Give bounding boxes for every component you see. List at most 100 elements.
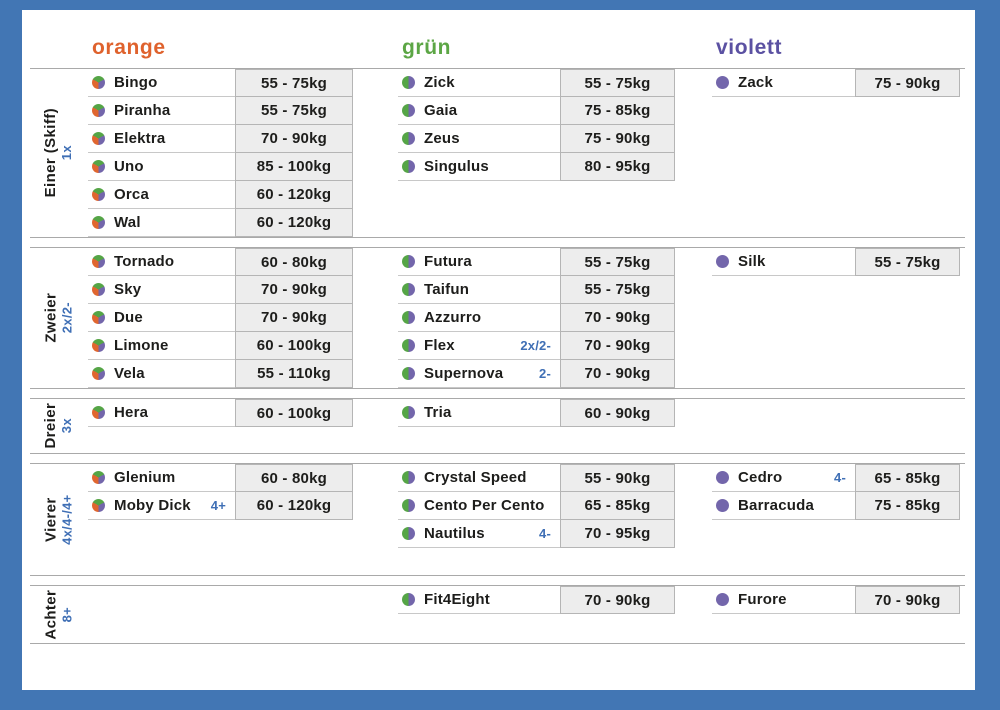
section-label-text: Dreier <box>42 403 60 449</box>
weight-badge: 70 - 90kg <box>235 125 353 153</box>
section-sublabel-text: 4x/4-/4+ <box>59 494 75 545</box>
boat-row: Futura 55 - 75kg <box>398 248 675 276</box>
column-header-gruen: grün <box>398 36 675 68</box>
boat-name-cell: Nautilus 4- <box>398 520 560 548</box>
weight-badge: 70 - 90kg <box>855 586 960 614</box>
boat-row: Uno 85 - 100kg <box>88 153 353 181</box>
boat-name-cell: Azzurro <box>398 304 560 332</box>
boat-row: Cedro 4- 65 - 85kg <box>712 464 960 492</box>
boat-name: Bingo <box>114 74 158 91</box>
column-header-orange: orange <box>88 36 353 68</box>
boat-name-cell: Gaia <box>398 97 560 125</box>
section-sublabel-text: 1x <box>59 145 75 161</box>
boat-name: Uno <box>114 158 144 175</box>
section-label-zweier: Zweier 2x/2- <box>30 248 88 388</box>
green-violet-split-icon <box>402 406 415 419</box>
green-violet-split-icon <box>402 160 415 173</box>
section-dreier: Dreier 3x Hera 60 - 100kg Tria 60 - 90kg <box>30 398 965 454</box>
boat-row: Hera 60 - 100kg <box>88 399 353 427</box>
column-orange-vierer: Glenium 60 - 80kg Moby Dick 4+ 60 - 120kg <box>88 464 353 575</box>
green-violet-split-icon <box>402 76 415 89</box>
boat-name-cell: Sky <box>88 276 235 304</box>
weight-badge: 70 - 90kg <box>235 304 353 332</box>
tri-color-pie-icon <box>92 132 105 145</box>
boat-name: Futura <box>424 253 472 270</box>
boat-name: Gaia <box>424 102 458 119</box>
rigging-note: 2- <box>539 366 551 381</box>
rotated-section-label: Zweier 2x/2- <box>42 293 74 343</box>
boat-row: Piranha 55 - 75kg <box>88 97 353 125</box>
green-violet-split-icon <box>402 527 415 540</box>
boat-row: Wal 60 - 120kg <box>88 209 353 237</box>
boat-name: Orca <box>114 186 149 203</box>
tri-color-pie-icon <box>92 471 105 484</box>
section-label-achter: Achter 8+ <box>30 586 88 643</box>
color-header-row: orange grün violett <box>30 10 965 68</box>
boat-name-cell: Limone <box>88 332 235 360</box>
section-label-text: Zweier <box>42 293 60 343</box>
boat-name: Furore <box>738 591 787 608</box>
weight-badge: 75 - 85kg <box>855 492 960 520</box>
boat-name-cell: Furore <box>712 586 855 614</box>
boat-name: Elektra <box>114 130 166 147</box>
rotated-section-label: Achter 8+ <box>42 590 75 640</box>
green-violet-split-icon <box>402 104 415 117</box>
boat-name: Zick <box>424 74 455 91</box>
boat-name: Glenium <box>114 469 176 486</box>
boat-name-cell: Fit4Eight <box>398 586 560 614</box>
boat-name-cell: Zeus <box>398 125 560 153</box>
boat-row: Sky 70 - 90kg <box>88 276 353 304</box>
boat-name: Cento Per Cento <box>424 497 545 514</box>
boat-row: Crystal Speed 55 - 90kg <box>398 464 675 492</box>
boat-name-cell: Piranha <box>88 97 235 125</box>
boat-row: Barracuda 75 - 85kg <box>712 492 960 520</box>
weight-badge: 70 - 90kg <box>560 304 675 332</box>
column-gruen-zweier: Futura 55 - 75kg Taifun 55 - 75kg Azzurro 70 … <box>398 248 675 388</box>
column-orange-dreier: Hera 60 - 100kg <box>88 399 353 453</box>
boat-row: Bingo 55 - 75kg <box>88 69 353 97</box>
weight-badge: 60 - 90kg <box>560 399 675 427</box>
section-sublabel-text: 8+ <box>59 606 75 623</box>
column-violett-vierer: Cedro 4- 65 - 85kg Barracuda 75 - 85kg <box>712 464 960 575</box>
column-orange-zweier: Tornado 60 - 80kg Sky 70 - 90kg Due 70 - 90kg… <box>88 248 353 388</box>
rotated-section-label: Vierer 4x/4-/4+ <box>42 494 75 545</box>
weight-badge: 55 - 75kg <box>855 248 960 276</box>
section-label-vierer: Vierer 4x/4-/4+ <box>30 464 88 575</box>
column-violett-achter: Furore 70 - 90kg <box>712 586 960 643</box>
boat-row: Flex 2x/2- 70 - 90kg <box>398 332 675 360</box>
weight-badge: 60 - 100kg <box>235 399 353 427</box>
boat-name: Tornado <box>114 253 175 270</box>
boat-row: Vela 55 - 110kg <box>88 360 353 388</box>
tri-color-pie-icon <box>92 188 105 201</box>
boat-name: Crystal Speed <box>424 469 527 486</box>
boat-name: Zack <box>738 74 773 91</box>
boat-name: Singulus <box>424 158 489 175</box>
boat-name-cell: Zack <box>712 69 855 97</box>
boat-row: Taifun 55 - 75kg <box>398 276 675 304</box>
column-header-label: grün <box>402 36 452 59</box>
tri-color-pie-icon <box>92 311 105 324</box>
section-zweier: Zweier 2x/2- Tornado 60 - 80kg Sky 70 - 90kg D… <box>30 247 965 389</box>
weight-badge: 60 - 120kg <box>235 492 353 520</box>
boat-row: Fit4Eight 70 - 90kg <box>398 586 675 614</box>
weight-badge: 75 - 90kg <box>855 69 960 97</box>
weight-badge: 65 - 85kg <box>560 492 675 520</box>
boat-name: Fit4Eight <box>424 591 490 608</box>
green-violet-split-icon <box>402 367 415 380</box>
rotated-section-label: Einer (Skiff) 1x <box>42 108 75 197</box>
violet-dot-icon <box>716 255 729 268</box>
boat-name-cell: Uno <box>88 153 235 181</box>
boat-row: Supernova 2- 70 - 90kg <box>398 360 675 388</box>
boat-row: Moby Dick 4+ 60 - 120kg <box>88 492 353 520</box>
boat-name-cell: Cento Per Cento <box>398 492 560 520</box>
green-violet-split-icon <box>402 471 415 484</box>
weight-badge: 55 - 75kg <box>235 69 353 97</box>
boat-name: Due <box>114 309 143 326</box>
violet-dot-icon <box>716 499 729 512</box>
weight-badge: 80 - 95kg <box>560 153 675 181</box>
tri-color-pie-icon <box>92 216 105 229</box>
column-gruen-dreier: Tria 60 - 90kg <box>398 399 675 453</box>
section-sublabel-text: 3x <box>59 418 75 434</box>
green-violet-split-icon <box>402 255 415 268</box>
